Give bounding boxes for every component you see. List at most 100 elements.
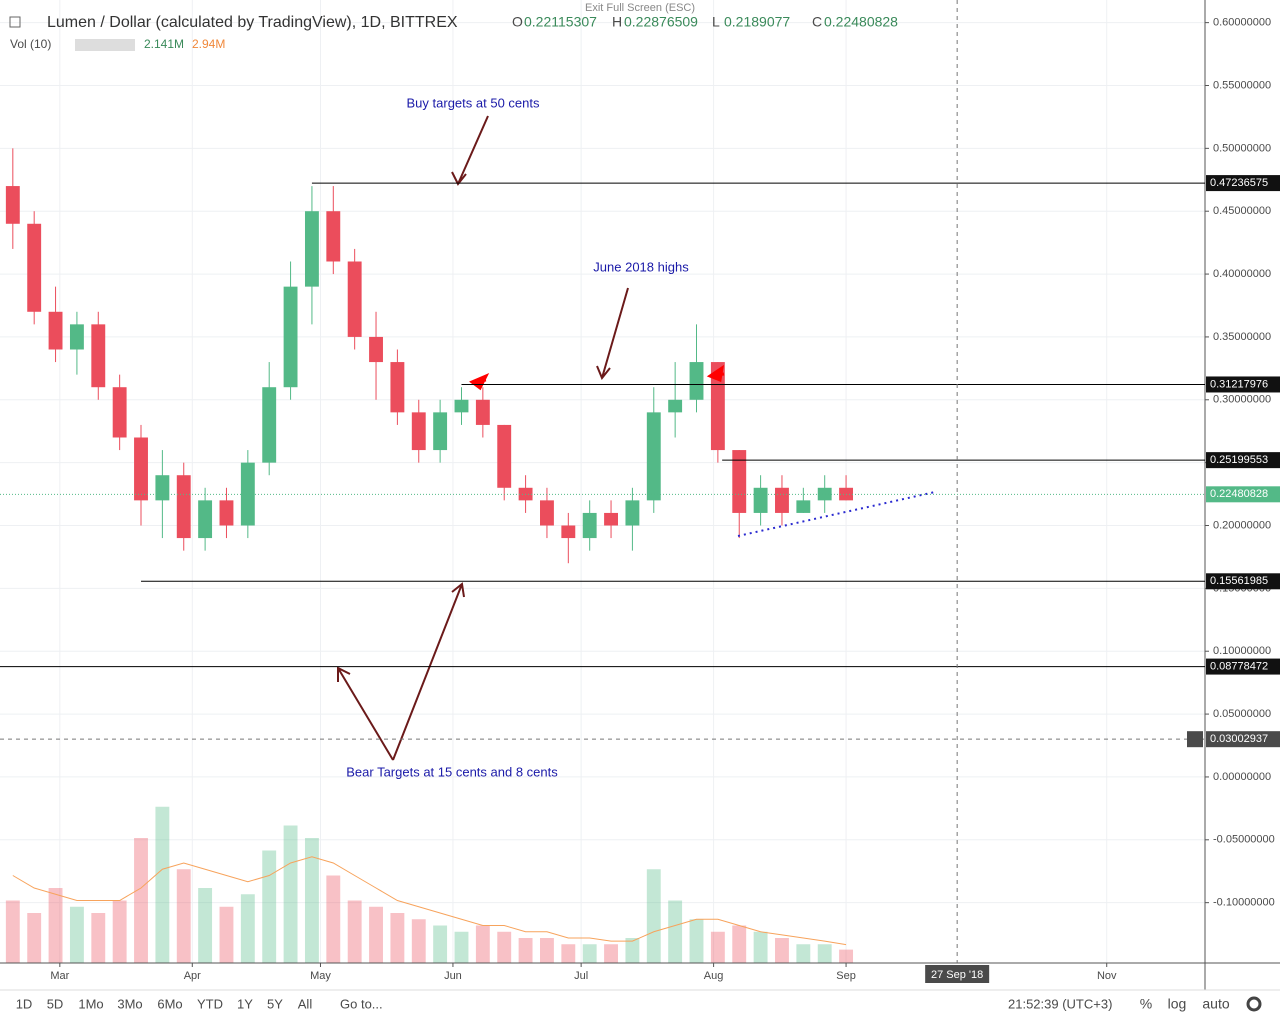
candle-body <box>433 412 448 451</box>
candle-body <box>646 412 661 501</box>
ohlc-value: 0.2189077 <box>724 14 790 30</box>
ohlc-value: 0.22480828 <box>824 14 898 30</box>
candle-body <box>753 487 768 513</box>
range-button[interactable]: 6Mo <box>157 996 182 1011</box>
candle-body <box>27 223 42 312</box>
volume-bar <box>604 944 618 963</box>
volume-bar <box>753 931 768 963</box>
level-label: 0.25199553 <box>1210 454 1268 466</box>
candle-body <box>240 462 255 526</box>
plot <box>5 148 854 963</box>
trend-line <box>737 491 936 537</box>
exit-fullscreen[interactable]: Exit Full Screen (ESC) <box>585 2 695 14</box>
candle-body <box>369 336 383 363</box>
crosshair-x-label: 27 Sep '18 <box>931 969 983 981</box>
level-label-box <box>1206 175 1280 192</box>
volume-bar <box>48 888 63 963</box>
y-tick-label: 0.20000000 <box>1213 519 1271 531</box>
volume-bar <box>775 938 789 963</box>
candle-body <box>668 399 683 413</box>
candle-body <box>326 211 341 262</box>
y-tick-label: 0.50000000 <box>1213 142 1271 154</box>
volume-value: 2.141M <box>144 37 184 51</box>
ohlc-label: L <box>712 14 720 30</box>
candle-body <box>732 450 747 513</box>
range-button[interactable]: YTD <box>197 996 223 1011</box>
volume-bar <box>475 925 490 963</box>
ohlc-value: 0.22115307 <box>524 14 597 30</box>
collapse-icon[interactable] <box>9 16 21 28</box>
y-tick-label: 0.05000000 <box>1213 708 1271 720</box>
volume-bar <box>839 949 854 963</box>
red-marker <box>706 364 725 383</box>
log-button[interactable]: log <box>1168 996 1187 1012</box>
y-tick-label: 0.45000000 <box>1213 205 1271 217</box>
arrows <box>337 115 629 761</box>
candle-body <box>219 500 234 526</box>
annotation: June 2018 highs <box>593 259 689 274</box>
range-button[interactable]: 5D <box>47 996 64 1011</box>
red-marker <box>469 373 490 391</box>
chart-title: Lumen / Dollar (calculated by TradingVie… <box>47 14 458 31</box>
volume-bar <box>732 925 747 963</box>
candle-body <box>625 500 640 526</box>
level-label: 0.15561985 <box>1210 575 1268 587</box>
auto-button[interactable]: auto <box>1202 996 1229 1012</box>
x-tick-label: May <box>310 970 331 982</box>
candle-body <box>112 387 127 438</box>
volume-bar <box>817 944 832 963</box>
crosshair-plus[interactable] <box>1187 731 1203 748</box>
x-tick-label: Apr <box>184 970 201 982</box>
volume-bar <box>646 869 661 963</box>
volume-bar <box>326 875 341 963</box>
candle-body <box>475 399 490 425</box>
range-button[interactable]: All <box>298 996 313 1011</box>
goto-button[interactable]: Go to... <box>340 996 383 1011</box>
volume-ma-line <box>12 856 847 946</box>
x-tick-label: Jun <box>444 970 462 982</box>
volume-bar <box>540 938 554 963</box>
volume-bar <box>5 900 20 963</box>
study-buttons[interactable] <box>75 39 135 51</box>
range-button[interactable]: 3Mo <box>117 996 142 1011</box>
x-tick-label: Mar <box>50 970 69 982</box>
candle-body <box>155 475 170 501</box>
ohlc-label: O <box>512 14 523 30</box>
volume-bar <box>689 919 704 963</box>
crosshair-y-box <box>1206 731 1280 748</box>
candle-body <box>134 437 148 501</box>
volume-bar <box>347 900 362 963</box>
volume-bar <box>625 938 640 963</box>
range-button[interactable]: 1Y <box>237 996 253 1011</box>
candle-body <box>5 186 20 224</box>
settings-icon[interactable] <box>1246 996 1262 1012</box>
x-tick-label: Jul <box>574 970 588 982</box>
level-label: 0.08778472 <box>1210 660 1268 672</box>
level-label: 0.47236575 <box>1210 177 1268 189</box>
candle-body <box>48 311 63 350</box>
volume-bar <box>112 900 127 963</box>
candle-body <box>604 512 618 526</box>
candle-body <box>775 487 789 513</box>
volume-bar <box>433 925 448 963</box>
y-tick-label: 0.40000000 <box>1213 268 1271 280</box>
volume-bar <box>198 888 213 963</box>
level-label-box <box>1206 658 1280 675</box>
level-label-box <box>1206 376 1280 393</box>
candle-body <box>796 500 811 513</box>
volume-bar <box>219 906 234 963</box>
range-button[interactable]: 1D <box>16 996 33 1011</box>
volume-bar <box>668 900 683 963</box>
volume-bar <box>518 938 533 963</box>
range-button[interactable]: 5Y <box>267 996 283 1011</box>
last-price-label: 0.22480828 <box>1210 488 1268 500</box>
range-button[interactable]: 1Mo <box>78 996 103 1011</box>
ohlc-label: H <box>612 14 622 30</box>
volume-bar <box>283 825 298 963</box>
percent-button[interactable]: % <box>1140 996 1152 1012</box>
annotation: Buy targets at 50 cents <box>407 95 540 110</box>
candle-body <box>411 412 426 451</box>
x-tick-label: Nov <box>1097 970 1117 982</box>
volume-name: Vol (10) <box>10 37 51 51</box>
